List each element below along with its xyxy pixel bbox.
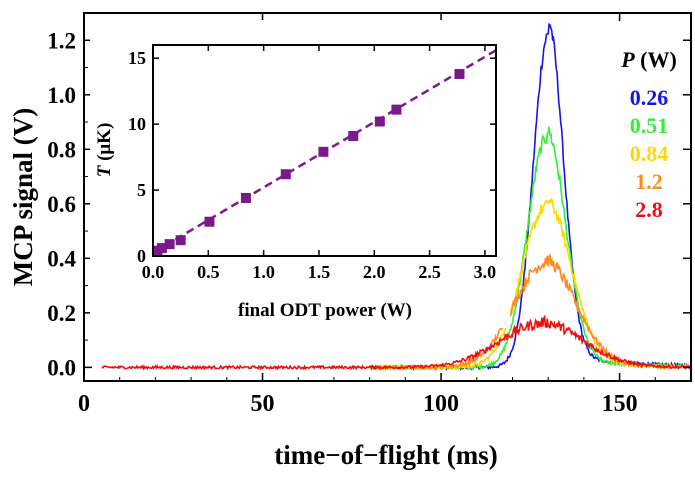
x-tick-label-3: 150 [602,391,638,417]
inset-x-tick-label-3: 1.5 [308,262,331,282]
y-tick-label-1: 0.2 [47,301,76,326]
main-plot-frame [83,12,692,382]
main-x-axis-label: time−of−flight (ms) [274,440,497,470]
inset-data-point-7 [318,146,329,157]
legend: P (W) 0.26 0.51 0.84 1.2 2.8 [620,47,677,222]
main-series-group [101,22,692,372]
inset-x-tick-label-1: 0.5 [197,262,220,282]
inset-data-point-10 [391,104,402,115]
legend-entry-3: 1.2 [635,169,663,194]
inset-x-tick-label-5: 2.5 [418,262,441,282]
y-tick-label-6: 1.2 [47,28,76,53]
legend-title-unit: (W) [635,47,677,72]
inset-data-point-3 [175,235,186,246]
x-tick-label-1: 50 [251,391,275,417]
inset-plot-frame [152,44,497,257]
inset-ticks: 0.0 0.5 1.0 1.5 2.0 2.5 3.0 0 5 10 15 [128,45,496,282]
inset-data-point-11 [454,69,465,80]
y-tick-label-3: 0.6 [47,192,76,217]
inset-data-point-2 [164,239,175,250]
y-tick-label-2: 0.4 [47,246,76,271]
inset-x-tick-label-6: 3.0 [474,262,497,282]
legend-title: P (W) [620,47,677,72]
legend-entry-4: 2.8 [635,197,663,222]
inset-y-tick-label-1: 5 [137,180,146,200]
y-tick-label-5: 1.0 [47,83,76,108]
inset-y-axis-symbol: T [94,164,115,177]
inset-y-tick-label-0: 0 [137,246,146,266]
inset-y-tick-label-2: 10 [128,114,146,134]
inset-y-tick-label-3: 15 [128,48,146,68]
inset-x-tick-label-2: 1.0 [252,262,275,282]
inset-y-axis-label: T (μK) [94,123,115,178]
legend-title-symbol: P [620,47,635,72]
x-tick-label-0: 0 [78,391,90,417]
x-tick-label-2: 100 [423,391,459,417]
legend-entry-2: 0.84 [630,141,669,166]
y-tick-label-0: 0.0 [47,355,76,380]
y-tick-label-4: 0.8 [47,137,76,162]
inset-data-point-1 [156,243,167,254]
legend-entry-0: 0.26 [630,85,669,110]
series-line-4 [101,314,692,371]
inset-x-tick-label-4: 2.0 [363,262,386,282]
inset-data-point-8 [348,130,359,141]
inset-x-tick-label-0: 0.0 [142,262,165,282]
inset-y-axis-unit: (μK) [94,123,115,166]
inset-data-point-4 [204,216,215,227]
legend-entries: 0.26 0.51 0.84 1.2 2.8 [630,85,669,222]
legend-entry-1: 0.51 [630,113,669,138]
inset-data-point-9 [374,116,385,127]
inset-content [152,49,497,256]
inset-background [90,20,510,328]
inset-chart: 0.0 0.5 1.0 1.5 2.0 2.5 3.0 0 5 10 15 final ODT po… [90,20,510,328]
main-y-axis-label: MCP signal (V) [8,108,38,287]
inset-data-point-6 [280,169,291,180]
inset-x-axis-label: final ODT power (W) [238,300,412,321]
inset-data-point-5 [240,192,251,203]
